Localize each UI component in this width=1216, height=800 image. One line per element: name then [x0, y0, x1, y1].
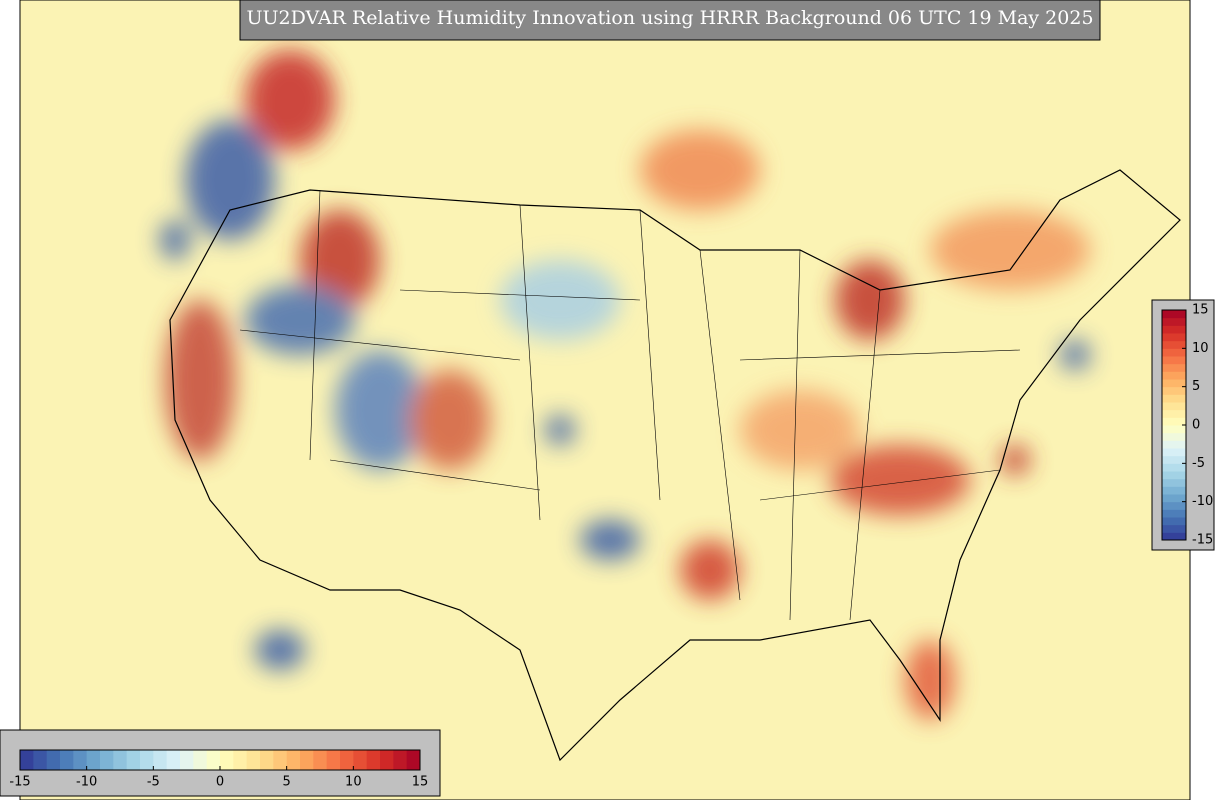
colorbar-tick-label: 0: [1192, 418, 1200, 433]
colorbar-tick-label: -15: [1192, 533, 1213, 548]
colorbar-segment: [1162, 394, 1186, 403]
innovation-field: [160, 50, 1090, 720]
colorbar-segment: [1162, 317, 1186, 326]
colorbar-segment: [1162, 494, 1186, 503]
colorbar-segment: [1162, 501, 1186, 510]
colorbar-segment: [206, 750, 221, 770]
state-borders: [239, 189, 1021, 621]
colorbar-segment: [313, 750, 328, 770]
colorbar-tick-label: 10: [1192, 341, 1209, 356]
colorbar-segment: [1162, 310, 1186, 319]
colorbar-segment: [1162, 325, 1186, 334]
colorbar-segment: [260, 750, 274, 770]
colorbar-segment: [20, 750, 34, 770]
map-title: UU2DVAR Relative Humidity Innovation usi…: [246, 7, 1093, 29]
colorbar-segment: [273, 750, 288, 770]
colorbar-segment: [1162, 509, 1186, 518]
colorbar-tick-label: -5: [147, 775, 160, 790]
colorbar-segment: [1162, 524, 1186, 533]
colorbar-segment: [1162, 386, 1186, 395]
colorbar-tick-label: -10: [76, 775, 97, 790]
colorbar-segment: [1162, 432, 1186, 441]
colorbar-segment: [1162, 517, 1186, 526]
colorbar-segment: [140, 750, 154, 770]
coastline: [169, 169, 1181, 762]
colorbar-segment: [1162, 417, 1186, 426]
colorbar-segment: [1162, 532, 1186, 541]
colorbar-segment: [1162, 478, 1186, 487]
colorbar-segment: [1162, 333, 1186, 342]
colorbar-segment: [246, 750, 261, 770]
colorbar-segment: [100, 750, 114, 770]
colorbar-segment: [1162, 363, 1186, 372]
colorbar-segment: [220, 750, 234, 770]
colorbar-segment: [1162, 448, 1186, 457]
colorbar-segment: [166, 750, 181, 770]
colorbar-segment: [33, 750, 48, 770]
colorbar-tick-label: 5: [1192, 379, 1200, 394]
map-field: [19, 0, 1191, 800]
colorbar-segment: [406, 750, 421, 770]
colorbar-segment: [233, 750, 248, 770]
title-box: [239, 0, 1101, 41]
colorbar-segment: [1162, 348, 1186, 357]
colorbar-segment: [60, 750, 74, 770]
colorbar-segment: [1162, 455, 1186, 464]
colorbar-tick-label: -10: [1192, 494, 1213, 509]
colorbar-tick-label: 10: [345, 775, 362, 790]
colorbar-segment: [340, 750, 354, 770]
colorbar-segment: [1162, 486, 1186, 495]
colorbar-tick-label: 0: [216, 775, 224, 790]
colorbar-segment: [113, 750, 128, 770]
colorbar-segment: [46, 750, 61, 770]
colorbar-segment: [1162, 463, 1186, 472]
colorbar-tick-label: -5: [1192, 456, 1205, 471]
colorbar-segment: [1162, 340, 1186, 349]
colorbar-segment: [126, 750, 141, 770]
colorbar-segment: [86, 750, 101, 770]
colorbar-tick-label: 15: [412, 775, 429, 790]
colorbar-segment: [1162, 409, 1186, 418]
colorbar-segment: [353, 750, 368, 770]
colorbar-segment: [380, 750, 394, 770]
colorbar-segment: [1162, 471, 1186, 480]
colorbar-segment: [393, 750, 408, 770]
colorbar-segment: [73, 750, 88, 770]
colorbar-segment: [1162, 425, 1186, 434]
colorbar-segment: [1162, 440, 1186, 449]
colorbar-segment: [1162, 371, 1186, 380]
colorbar-segment: [326, 750, 341, 770]
colorbar-tick-label: 15: [1192, 303, 1209, 318]
colorbar-segment: [366, 750, 381, 770]
colorbar-segment: [180, 750, 194, 770]
colorbar-segment: [286, 750, 301, 770]
colorbar-segment: [1162, 402, 1186, 411]
colorbar-segment: [193, 750, 208, 770]
colorbar-segment: [1162, 356, 1186, 365]
colorbar-segment: [1162, 379, 1186, 388]
colorbar-segment: [153, 750, 168, 770]
colorbar-tick-label: -15: [9, 775, 30, 790]
colorbar-tick-label: 5: [283, 775, 291, 790]
colorbar-segment: [300, 750, 314, 770]
